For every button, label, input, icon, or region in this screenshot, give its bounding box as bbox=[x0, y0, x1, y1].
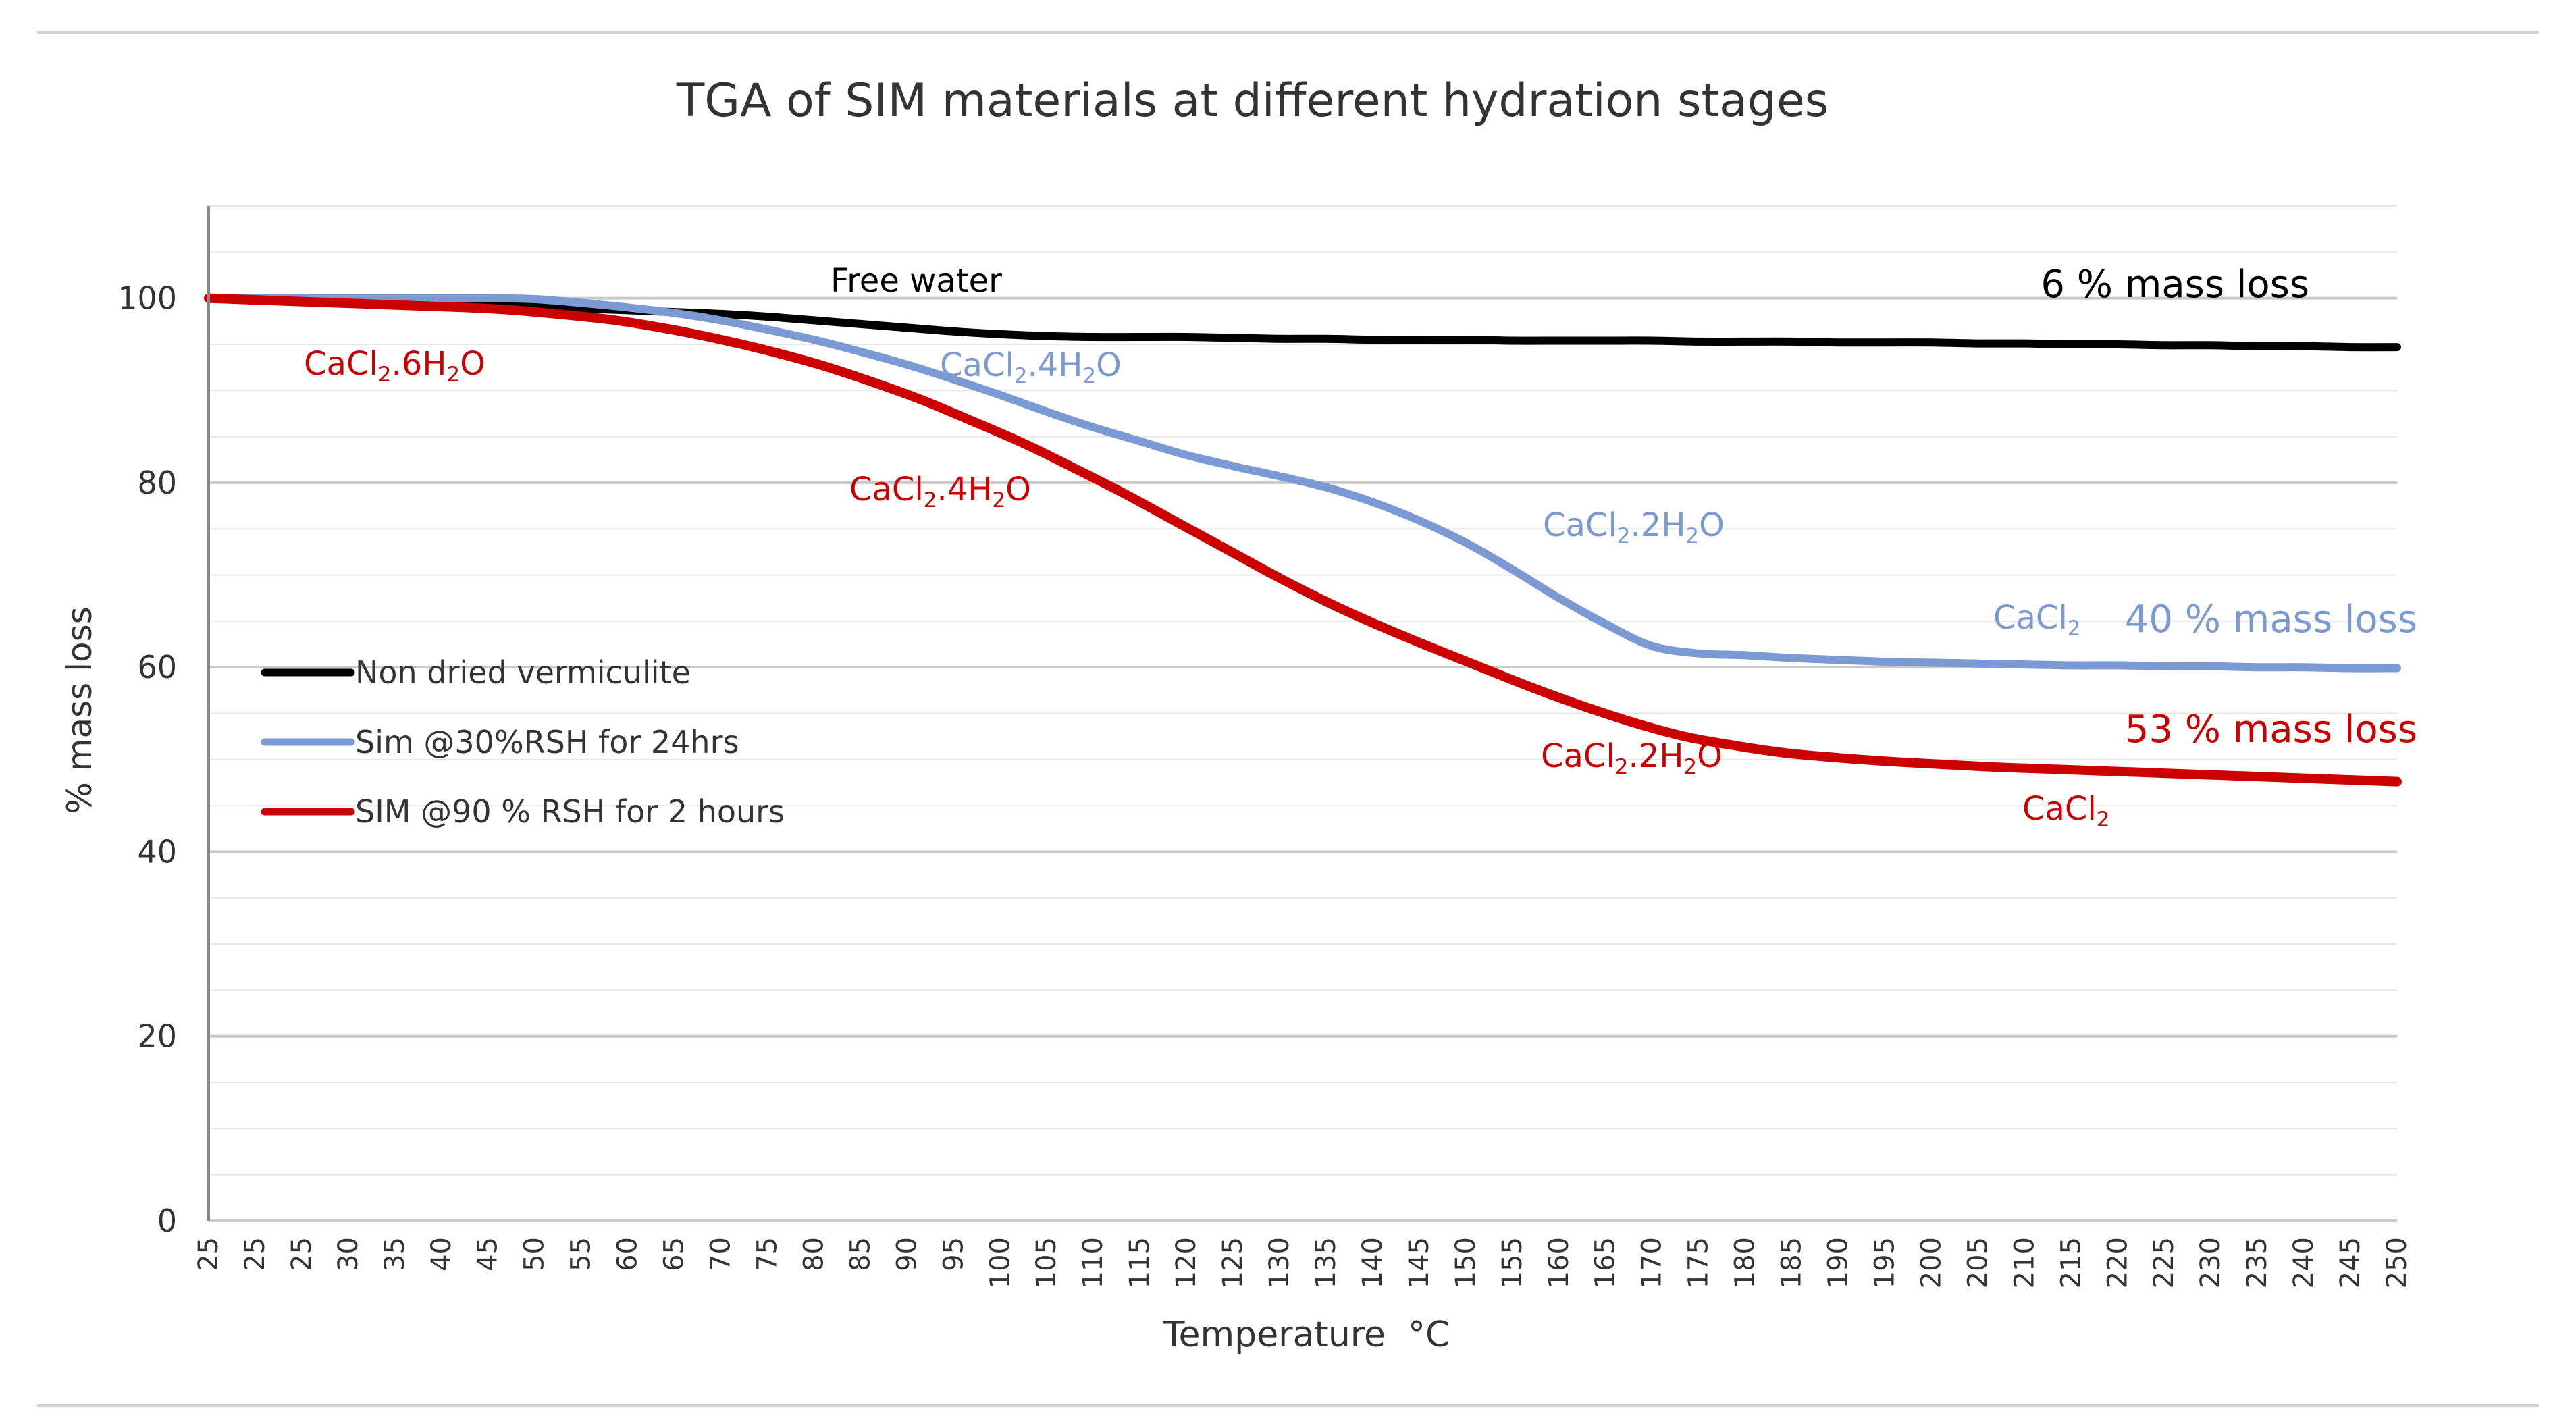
x-tick-label: 110 bbox=[1078, 1237, 1109, 1288]
annotation-blue-cacl2: CaCl2 bbox=[1993, 599, 2081, 641]
series-group bbox=[204, 293, 2402, 787]
x-tick-label: 95 bbox=[938, 1237, 969, 1271]
series-line-3 bbox=[204, 293, 2402, 787]
annotation-blue-4h2o: CaCl2.4H2O bbox=[940, 346, 1122, 388]
x-axis-label: Temperature °C bbox=[1163, 1315, 1450, 1355]
x-tick-label: 25 bbox=[193, 1237, 224, 1271]
annotations: Free water 6 % mass loss CaCl2.6H2O CaCl2.4… bbox=[304, 262, 2417, 832]
x-tick-label: 205 bbox=[1962, 1237, 1993, 1288]
legend-label-1: Non dried vermiculite bbox=[355, 654, 691, 691]
chart-title: TGA of SIM materials at different hydrat… bbox=[676, 74, 1829, 128]
x-tick-label: 90 bbox=[891, 1237, 922, 1271]
x-tick-label: 235 bbox=[2242, 1237, 2273, 1288]
annotation-free-water: Free water bbox=[831, 262, 1002, 300]
x-tick-label: 190 bbox=[1823, 1237, 1854, 1288]
y-tick-label: 80 bbox=[137, 465, 177, 501]
legend: Non dried vermiculite Sim @30%RSH for 24h… bbox=[261, 654, 785, 830]
x-tick-label: 200 bbox=[1916, 1237, 1947, 1288]
x-tick-label: 215 bbox=[2055, 1237, 2086, 1288]
y-tick-label: 20 bbox=[137, 1018, 177, 1055]
x-tick-label: 170 bbox=[1637, 1237, 1668, 1288]
y-tick-labels: 0 20 40 60 80 100 bbox=[117, 280, 177, 1239]
x-tick-label: 25 bbox=[286, 1237, 317, 1271]
annotation-red-2h2o: CaCl2.2H2O bbox=[1541, 737, 1723, 779]
x-tick-label: 45 bbox=[473, 1237, 504, 1271]
x-tick-label: 165 bbox=[1590, 1237, 1621, 1288]
annotation-black-loss: 6 % mass loss bbox=[2041, 263, 2309, 307]
y-tick-label: 100 bbox=[117, 280, 177, 317]
x-tick-label: 70 bbox=[706, 1237, 737, 1271]
x-tick-label: 65 bbox=[659, 1237, 690, 1271]
x-tick-label: 130 bbox=[1264, 1237, 1295, 1288]
x-tick-label: 250 bbox=[2382, 1237, 2413, 1288]
x-tick-label: 195 bbox=[1869, 1237, 1900, 1288]
x-tick-label: 175 bbox=[1683, 1237, 1714, 1288]
annotation-red-cacl2: CaCl2 bbox=[2022, 790, 2110, 832]
annotation-blue-loss: 40 % mass loss bbox=[2125, 598, 2417, 641]
y-tick-label: 40 bbox=[137, 833, 177, 870]
x-tick-label: 245 bbox=[2335, 1237, 2366, 1288]
x-tick-label: 80 bbox=[798, 1237, 829, 1271]
x-tick-label: 60 bbox=[612, 1237, 643, 1271]
x-tick-label: 155 bbox=[1497, 1237, 1528, 1288]
x-tick-label: 220 bbox=[2102, 1237, 2133, 1288]
x-tick-label: 225 bbox=[2149, 1237, 2180, 1288]
x-tick-label: 240 bbox=[2288, 1237, 2319, 1288]
x-tick-label: 55 bbox=[566, 1237, 597, 1271]
annotation-red-loss: 53 % mass loss bbox=[2125, 708, 2417, 752]
annotation-blue-2h2o: CaCl2.2H2O bbox=[1543, 506, 1725, 548]
x-tick-labels: 25 25 25 30 35 40 45 50 55 60 65 70 75 80 85 90 95 100 105… bbox=[193, 1237, 2413, 1288]
x-tick-label: 115 bbox=[1124, 1237, 1155, 1288]
grid bbox=[209, 205, 2397, 1222]
x-tick-label: 145 bbox=[1404, 1237, 1435, 1288]
series-line-1 bbox=[205, 294, 2401, 352]
legend-label-3: SIM @90 % RSH for 2 hours bbox=[355, 793, 785, 830]
x-tick-label: 75 bbox=[752, 1237, 783, 1271]
series-line-2 bbox=[205, 294, 2401, 673]
x-tick-label: 30 bbox=[333, 1237, 364, 1271]
x-tick-label: 85 bbox=[845, 1237, 876, 1271]
x-tick-label: 105 bbox=[1031, 1237, 1062, 1288]
x-tick-label: 140 bbox=[1357, 1237, 1388, 1288]
y-tick-label: 60 bbox=[137, 649, 177, 685]
y-tick-label: 0 bbox=[157, 1203, 177, 1239]
x-tick-label: 135 bbox=[1311, 1237, 1342, 1288]
x-tick-label: 25 bbox=[240, 1237, 271, 1271]
x-tick-label: 230 bbox=[2195, 1237, 2226, 1288]
x-tick-label: 40 bbox=[426, 1237, 457, 1271]
x-tick-label: 185 bbox=[1777, 1237, 1808, 1288]
x-tick-label: 180 bbox=[1730, 1237, 1761, 1288]
annotation-red-4h2o: CaCl2.4H2O bbox=[849, 471, 1031, 512]
y-axis-label: % mass loss bbox=[60, 606, 99, 814]
x-tick-label: 50 bbox=[519, 1237, 550, 1271]
x-tick-label: 35 bbox=[379, 1237, 411, 1271]
x-tick-label: 120 bbox=[1171, 1237, 1202, 1288]
x-tick-label: 125 bbox=[1217, 1237, 1248, 1288]
legend-label-2: Sim @30%RSH for 24hrs bbox=[355, 724, 739, 760]
x-tick-label: 160 bbox=[1544, 1237, 1575, 1288]
annotation-red-6h2o: CaCl2.6H2O bbox=[304, 345, 485, 387]
x-tick-label: 150 bbox=[1450, 1237, 1481, 1288]
x-tick-label: 100 bbox=[984, 1237, 1016, 1288]
x-tick-label: 210 bbox=[2009, 1237, 2040, 1288]
